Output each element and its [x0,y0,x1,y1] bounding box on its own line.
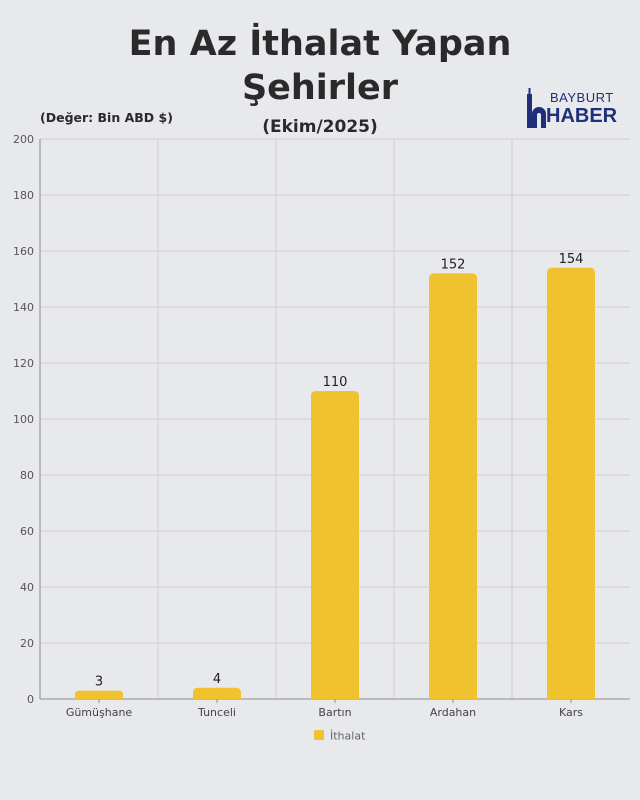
x-tick-label: Ardahan [430,706,476,719]
legend-label: İthalat [330,730,366,743]
x-tick-label: Tunceli [197,706,236,719]
chart-subtitle: (Ekim/2025) [262,117,378,137]
data-label: 154 [559,252,584,267]
logo-text-top: BAYBURT [550,90,614,105]
x-tick-label: Gümüşhane [66,706,133,719]
y-tick-label: 20 [20,637,34,650]
y-tick-label: 160 [13,245,34,258]
x-tick-label: Kars [559,706,583,719]
title-line-1: En Az İthalat Yapan [128,24,512,64]
y-tick-label: 40 [20,581,34,594]
bar [75,690,123,699]
data-label: 152 [441,257,466,272]
y-tick-label: 140 [13,301,34,314]
bar [429,273,477,699]
bayburt-haber-logo: BAYBURT HABER [524,88,620,130]
bar [547,267,595,699]
y-tick-label: 60 [20,525,34,538]
data-label: 4 [213,672,221,687]
unit-label: (Değer: Bin ABD $) [40,110,173,125]
y-tick-label: 200 [13,133,34,146]
logo-text-bottom: HABER [546,105,618,127]
legend-swatch [314,730,324,740]
y-tick-label: 100 [13,413,34,426]
y-tick-label: 120 [13,357,34,370]
chart-title: En Az İthalat Yapan Şehirler [0,22,640,110]
bar [311,391,359,699]
x-tick-label: Bartın [318,706,351,719]
y-tick-label: 80 [20,469,34,482]
y-tick-label: 180 [13,189,34,202]
data-label: 3 [95,675,103,690]
bar [193,687,241,699]
y-tick-label: 0 [27,693,34,706]
minaret-icon [527,88,546,128]
title-line-2: Şehirler [241,68,399,108]
data-label: 110 [323,375,348,390]
